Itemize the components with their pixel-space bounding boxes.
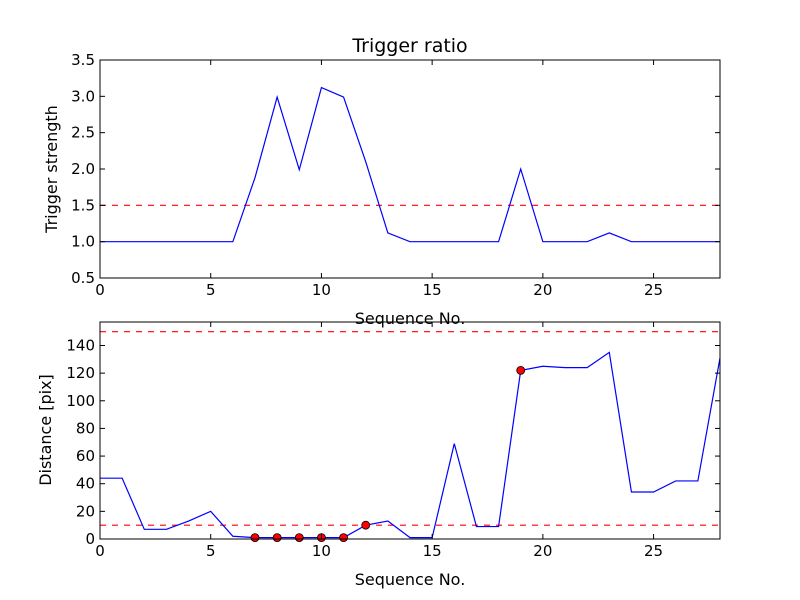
bottom-y-tick-label: 40 [76, 475, 95, 493]
top-y-tick-label: 2.5 [71, 124, 95, 142]
bottom-data-marker [294, 533, 304, 543]
bottom-x-tick-label: 0 [95, 542, 105, 560]
top-y-tick-label: 3.5 [71, 51, 95, 69]
bottom-x-tick-label: 5 [206, 542, 216, 560]
bottom-y-tick-label: 120 [66, 364, 95, 382]
bottom-y-tick-label: 0 [85, 530, 95, 548]
bottom-y-tick-label: 100 [66, 392, 95, 410]
top-x-tick-label: 25 [644, 281, 663, 299]
bottom-y-tick-label: 60 [76, 447, 95, 465]
bottom-y-axis-label: Distance [pix] [36, 374, 55, 486]
top-y-tick-label: 1.0 [71, 233, 95, 251]
top-series-line-0 [100, 86, 720, 243]
top-x-tick-label: 0 [95, 281, 105, 299]
top-x-tick-label: 20 [533, 281, 552, 299]
top-y-tick-label: 2.0 [71, 160, 95, 178]
top-plot-frame [99, 59, 721, 279]
top-x-axis-label: Sequence No. [355, 309, 466, 328]
bottom-y-tick-label: 140 [66, 336, 95, 354]
bottom-plot-frame [99, 321, 721, 540]
chart-title: Trigger ratio [351, 35, 467, 57]
bottom-data-marker [339, 533, 348, 543]
top-x-tick-label: 15 [423, 281, 442, 299]
bottom-y-tick-label: 20 [76, 502, 95, 520]
bottom-data-marker [250, 533, 260, 543]
top-y-tick-label: 3.0 [71, 87, 95, 105]
bottom-data-marker [516, 365, 526, 375]
bottom-x-tick-label: 20 [533, 542, 552, 560]
bottom-x-tick-label: 15 [423, 542, 442, 560]
top-x-tick-label: 5 [206, 281, 216, 299]
top-y-axis-label: Trigger strength [42, 105, 61, 234]
bottom-x-axis-label: Sequence No. [355, 570, 466, 589]
bottom-data-marker [272, 533, 282, 543]
bottom-data-marker [361, 520, 371, 530]
top-x-tick-label: 10 [312, 281, 331, 299]
bottom-x-tick-label: 25 [644, 542, 663, 560]
bottom-series-line-0 [100, 351, 720, 539]
top-y-tick-label: 1.5 [71, 196, 95, 214]
top-y-tick-label: 0.5 [71, 269, 95, 287]
bottom-x-tick-label: 10 [312, 542, 331, 560]
bottom-y-tick-label: 80 [76, 419, 95, 437]
